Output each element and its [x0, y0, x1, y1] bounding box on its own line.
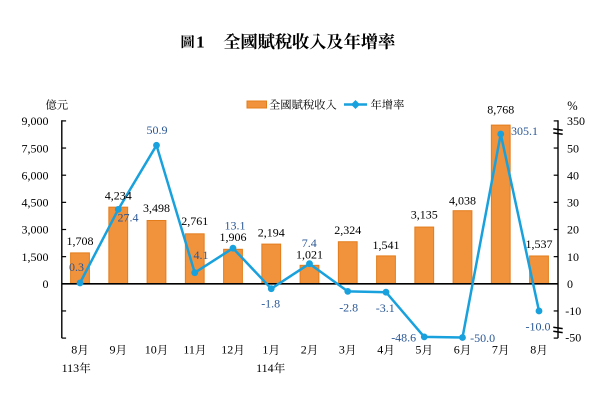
svg-text:-10: -10 [565, 304, 581, 318]
svg-text:1,021: 1,021 [296, 248, 323, 262]
svg-text:4,038: 4,038 [449, 194, 476, 208]
svg-text:6,000: 6,000 [22, 168, 49, 182]
svg-text:7: 7 [492, 343, 498, 357]
svg-text:4,500: 4,500 [22, 196, 49, 210]
svg-text:2,194: 2,194 [258, 226, 285, 240]
svg-text:-1.8: -1.8 [261, 297, 280, 311]
svg-text:305.1: 305.1 [511, 124, 538, 138]
svg-text:6: 6 [454, 343, 460, 357]
svg-text:2,761: 2,761 [181, 214, 208, 228]
svg-text:7,500: 7,500 [22, 141, 49, 155]
svg-text:10: 10 [145, 343, 157, 357]
svg-text:8: 8 [530, 343, 536, 357]
svg-text:4.1: 4.1 [194, 248, 209, 262]
svg-text:3: 3 [339, 343, 345, 357]
svg-text:3,498: 3,498 [143, 201, 170, 215]
svg-text:27.4: 27.4 [118, 211, 139, 225]
svg-text:1,906: 1,906 [220, 230, 247, 244]
svg-text:-10.0: -10.0 [526, 320, 551, 334]
svg-text:1,500: 1,500 [22, 250, 49, 264]
svg-text:20: 20 [567, 223, 579, 237]
svg-text:3,135: 3,135 [411, 208, 438, 222]
svg-text:0.3: 0.3 [69, 260, 84, 274]
svg-text:2,324: 2,324 [334, 223, 361, 237]
svg-text:-2.8: -2.8 [339, 301, 358, 315]
svg-text:9: 9 [110, 343, 116, 357]
svg-text:4,234: 4,234 [105, 188, 132, 202]
svg-text:13.1: 13.1 [225, 219, 246, 233]
svg-text:1,541: 1,541 [373, 238, 400, 252]
svg-text:1: 1 [196, 32, 205, 51]
svg-text:1,537: 1,537 [526, 237, 553, 251]
svg-text:40: 40 [567, 168, 579, 182]
svg-text:30: 30 [567, 196, 579, 210]
svg-text:50.9: 50.9 [147, 123, 168, 137]
svg-text:12: 12 [221, 343, 233, 357]
svg-text:8,768: 8,768 [487, 103, 514, 117]
svg-text:9,000: 9,000 [22, 114, 49, 128]
svg-text:%: % [567, 99, 577, 113]
svg-text:0: 0 [567, 277, 573, 291]
svg-text:-3.1: -3.1 [376, 301, 395, 315]
svg-text:10: 10 [567, 250, 579, 264]
svg-text:50: 50 [567, 141, 579, 155]
svg-text:114: 114 [256, 361, 274, 375]
svg-text:1,708: 1,708 [67, 234, 94, 248]
svg-text:11: 11 [183, 343, 195, 357]
svg-text:3,000: 3,000 [22, 223, 49, 237]
svg-text:7.4: 7.4 [302, 236, 317, 250]
svg-text:-48.6: -48.6 [391, 331, 416, 345]
svg-text:4: 4 [377, 343, 383, 357]
svg-text:2: 2 [301, 343, 307, 357]
svg-text:-50.0: -50.0 [470, 331, 495, 345]
svg-text:1: 1 [262, 343, 268, 357]
svg-text:5: 5 [415, 343, 421, 357]
svg-text:0: 0 [43, 277, 49, 291]
svg-text:113: 113 [62, 361, 80, 375]
svg-text:-50: -50 [565, 331, 581, 345]
svg-text:350: 350 [567, 114, 585, 128]
svg-text:8: 8 [71, 343, 77, 357]
